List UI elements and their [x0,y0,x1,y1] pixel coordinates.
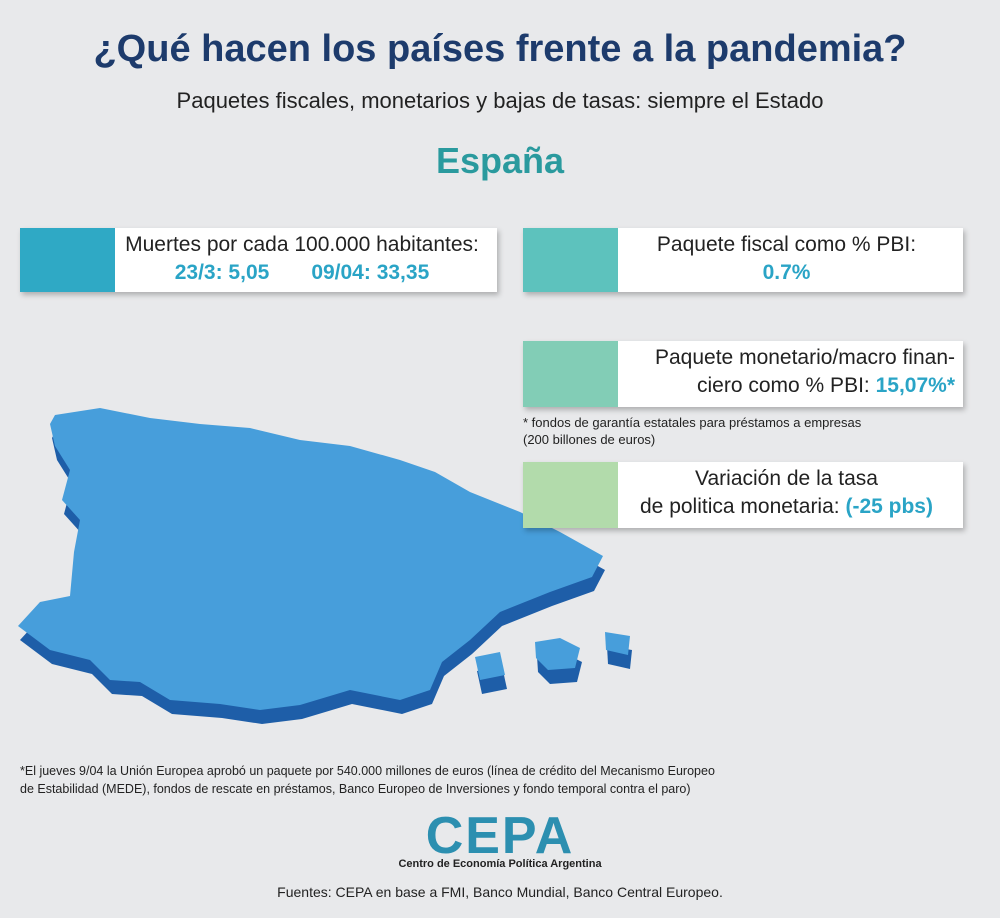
card-value: 15,07%* [875,374,955,397]
card-monetary: Paquete monetario/macro finan- ciero com… [523,341,963,407]
card-label: ciero como % PBI: [697,374,870,397]
country: España [435,140,565,181]
note-line: (200 billones de euros) [523,432,656,447]
footnote-line: *El jueves 9/04 la Unión Europea aprobó … [20,764,715,778]
card-rate: Variación de la tasa de politica monetar… [523,462,963,528]
note-line: * fondos de garantía estatales para prés… [523,415,862,430]
card-note: * fondos de garantía estatales para prés… [523,414,861,448]
card-label: Paquete monetario/macro finan- [655,346,955,369]
card-value: (-25 pbs) [845,495,933,518]
footnote: *El jueves 9/04 la Unión Europea aprobó … [20,762,780,798]
card-label: de politica monetaria: [640,495,840,518]
subtitle: Paquetes fiscales, monetarios y bajas de… [176,88,824,113]
card-deaths: Muertes por cada 100.000 habitantes: 23/… [20,228,497,292]
title: ¿Qué hacen los países frente a la pandem… [93,28,907,70]
card-value: 0.7% [762,261,811,284]
card-value: 09/04: 33,35 [311,261,430,284]
map [18,408,632,724]
logo-subtitle: Centro de Economía Política Argentina [398,858,602,870]
card-fiscal: Paquete fiscal como % PBI: 0.7% [523,228,963,292]
sources: Fuentes: CEPA en base a FMI, Banco Mundi… [277,884,723,900]
card-label: Muertes por cada 100.000 habitantes: [125,233,479,256]
card-value: 23/3: 5,05 [174,261,270,284]
footnote-line: de Estabilidad (MEDE), fondos de rescate… [20,782,691,796]
card-label: Paquete fiscal como % PBI: [656,233,917,256]
logo: CEPA [425,807,575,865]
map-land [18,408,630,710]
card-label: Variación de la tasa [695,467,878,490]
